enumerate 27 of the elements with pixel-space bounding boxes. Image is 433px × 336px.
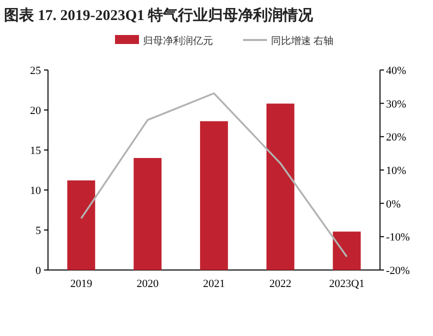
x-tick-label: 2022 [269, 278, 292, 290]
y-tick-label: 25 [30, 65, 42, 77]
bar [266, 104, 294, 270]
y2-tick-label: 10% [386, 165, 406, 177]
chart-title: 图表 17. 2019-2023Q1 特气行业归母净利润情况 [4, 6, 314, 24]
x-tick-label: 2021 [203, 278, 225, 290]
bar [332, 232, 361, 270]
line-series [80, 92, 348, 258]
x-tick-label: 2020 [136, 278, 160, 290]
y-tick-label: 10 [30, 185, 42, 197]
legend-label: 同比增速 右轴 [271, 35, 334, 47]
legend-label: 归母净利润亿元 [143, 35, 213, 47]
y2-tick-label: 0% [386, 198, 401, 210]
y-tick-label: 0 [36, 265, 42, 277]
y2-tick-label: 20% [386, 132, 406, 144]
y2-tick-label: 40% [386, 65, 406, 77]
bar [200, 121, 228, 270]
x-tick-label: 2023Q1 [329, 278, 365, 290]
x-tick-label: 2019 [70, 278, 93, 290]
y2-tick-label: -20% [386, 265, 410, 277]
bar [67, 180, 96, 270]
y-tick-label: 15 [30, 145, 42, 157]
bar [134, 158, 162, 270]
y2-tick-label: 30% [386, 98, 406, 110]
y-tick-label: 20 [30, 105, 42, 117]
y-tick-label: 5 [36, 225, 42, 237]
y2-tick-label: -10% [386, 232, 410, 244]
